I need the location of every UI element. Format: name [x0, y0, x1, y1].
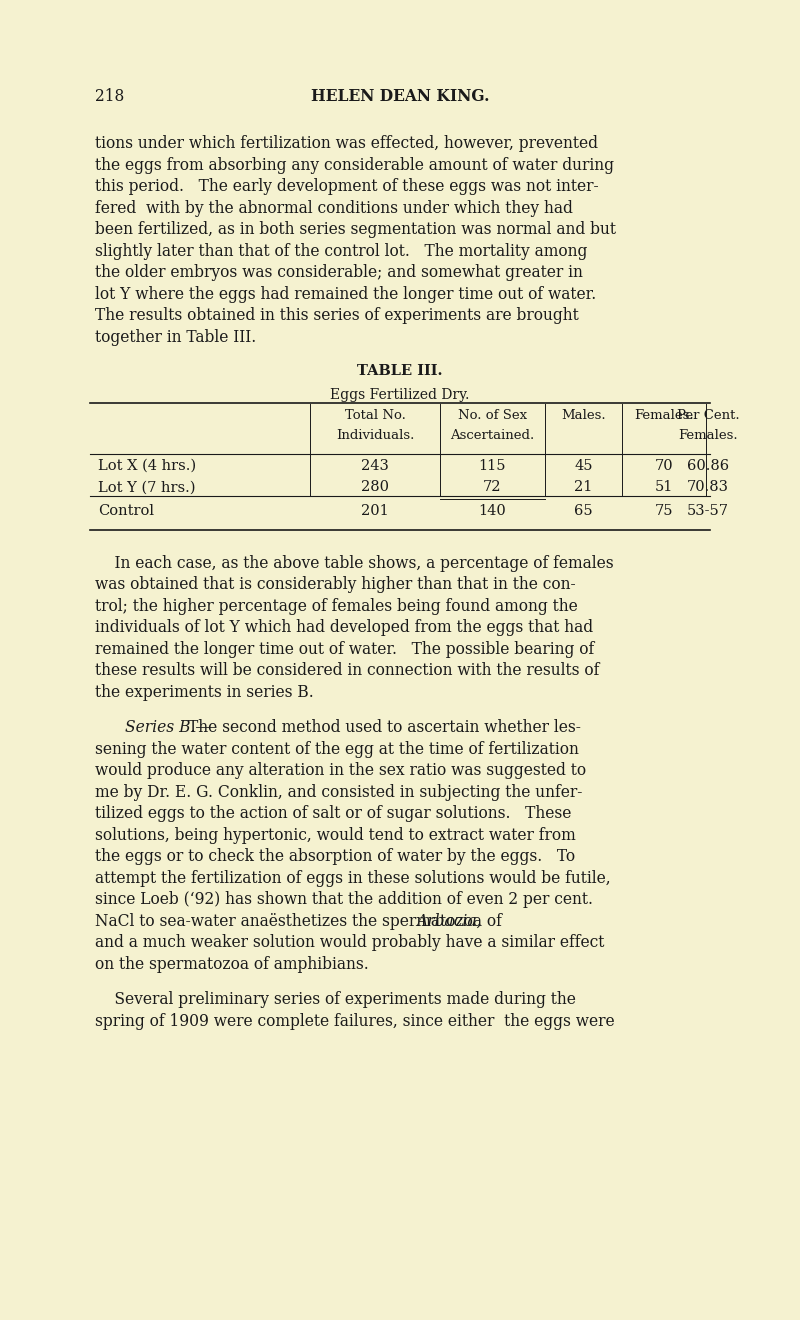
Text: Arbacia,: Arbacia, [416, 912, 482, 929]
Text: the eggs from absorbing any considerable amount of water during: the eggs from absorbing any considerable… [95, 157, 614, 174]
Text: Females.: Females. [678, 429, 738, 442]
Text: HELEN DEAN KING.: HELEN DEAN KING. [310, 88, 490, 106]
Text: the eggs or to check the absorption of water by the eggs.   To: the eggs or to check the absorption of w… [95, 849, 575, 865]
Text: the experiments in series B.: the experiments in series B. [95, 684, 314, 701]
Text: been fertilized, as in both series segmentation was normal and but: been fertilized, as in both series segme… [95, 222, 616, 239]
Text: on the spermatozoa of amphibians.: on the spermatozoa of amphibians. [95, 956, 369, 973]
Text: Lot Y (7 hrs.): Lot Y (7 hrs.) [98, 480, 195, 495]
Text: individuals of lot Y which had developed from the eggs that had: individuals of lot Y which had developed… [95, 619, 593, 636]
Text: attempt the fertilization of eggs in these solutions would be futile,: attempt the fertilization of eggs in the… [95, 870, 610, 887]
Text: solutions, being hypertonic, would tend to extract water from: solutions, being hypertonic, would tend … [95, 826, 576, 843]
Text: fered  with by the abnormal conditions under which they had: fered with by the abnormal conditions un… [95, 199, 573, 216]
Text: Females.: Females. [634, 409, 694, 422]
Text: together in Table III.: together in Table III. [95, 329, 256, 346]
Text: 201: 201 [361, 504, 389, 517]
Text: 21: 21 [574, 480, 593, 495]
Text: The second method used to ascertain whether les-: The second method used to ascertain whet… [188, 719, 581, 737]
Text: Per Cent.: Per Cent. [677, 409, 739, 422]
Text: slightly later than that of the control lot.   The mortality among: slightly later than that of the control … [95, 243, 587, 260]
Text: the older embryos was considerable; and somewhat greater in: the older embryos was considerable; and … [95, 264, 583, 281]
Text: me by Dr. E. G. Conklin, and consisted in subjecting the unfer-: me by Dr. E. G. Conklin, and consisted i… [95, 784, 582, 801]
Text: 75: 75 [654, 504, 674, 517]
Text: TABLE III.: TABLE III. [358, 364, 442, 379]
Text: would produce any alteration in the sex ratio was suggested to: would produce any alteration in the sex … [95, 762, 586, 779]
Text: these results will be considered in connection with the results of: these results will be considered in conn… [95, 663, 599, 680]
Text: In each case, as the above table shows, a percentage of females: In each case, as the above table shows, … [95, 554, 614, 572]
Text: since Loeb (‘92) has shown that the addition of even 2 per cent.: since Loeb (‘92) has shown that the addi… [95, 891, 593, 908]
Text: No. of Sex: No. of Sex [458, 409, 527, 422]
Text: 72: 72 [483, 480, 502, 495]
Text: and a much weaker solution would probably have a similar effect: and a much weaker solution would probabl… [95, 935, 604, 952]
Text: 45: 45 [574, 459, 593, 473]
Text: 140: 140 [478, 504, 506, 517]
Text: was obtained that is considerably higher than that in the con-: was obtained that is considerably higher… [95, 577, 576, 593]
Text: remained the longer time out of water.   The possible bearing of: remained the longer time out of water. T… [95, 640, 594, 657]
Text: 115: 115 [478, 459, 506, 473]
Text: 218: 218 [95, 88, 124, 106]
Text: 280: 280 [361, 480, 389, 495]
Text: Lot X (4 hrs.): Lot X (4 hrs.) [98, 459, 196, 473]
Text: NaCl to sea-water anaësthetizes the spermatozoa of: NaCl to sea-water anaësthetizes the sper… [95, 912, 506, 929]
Text: Series B.—: Series B.— [125, 719, 211, 737]
Text: The results obtained in this series of experiments are brought: The results obtained in this series of e… [95, 308, 578, 325]
Text: Several preliminary series of experiments made during the: Several preliminary series of experiment… [95, 991, 576, 1008]
Text: 70: 70 [654, 459, 674, 473]
Text: spring of 1909 were complete failures, since either  the eggs were: spring of 1909 were complete failures, s… [95, 1012, 614, 1030]
Text: Eggs Fertilized Dry.: Eggs Fertilized Dry. [330, 388, 470, 403]
Text: 70.83: 70.83 [687, 480, 729, 495]
Text: tilized eggs to the action of salt or of sugar solutions.   These: tilized eggs to the action of salt or of… [95, 805, 571, 822]
Text: 53-57: 53-57 [687, 504, 729, 517]
Text: 65: 65 [574, 504, 593, 517]
Text: Ascertained.: Ascertained. [450, 429, 534, 442]
Text: Total No.: Total No. [345, 409, 406, 422]
Text: Control: Control [98, 504, 154, 517]
Text: tions under which fertilization was effected, however, prevented: tions under which fertilization was effe… [95, 135, 598, 152]
Text: this period.   The early development of these eggs was not inter-: this period. The early development of th… [95, 178, 598, 195]
Text: Individuals.: Individuals. [336, 429, 414, 442]
Text: lot Y where the eggs had remained the longer time out of water.: lot Y where the eggs had remained the lo… [95, 286, 596, 302]
Text: trol; the higher percentage of females being found among the: trol; the higher percentage of females b… [95, 598, 578, 615]
Text: Males.: Males. [561, 409, 606, 422]
Text: 60.86: 60.86 [687, 459, 729, 473]
Text: sening the water content of the egg at the time of fertilization: sening the water content of the egg at t… [95, 741, 579, 758]
Text: 51: 51 [655, 480, 673, 495]
Text: 243: 243 [361, 459, 389, 473]
